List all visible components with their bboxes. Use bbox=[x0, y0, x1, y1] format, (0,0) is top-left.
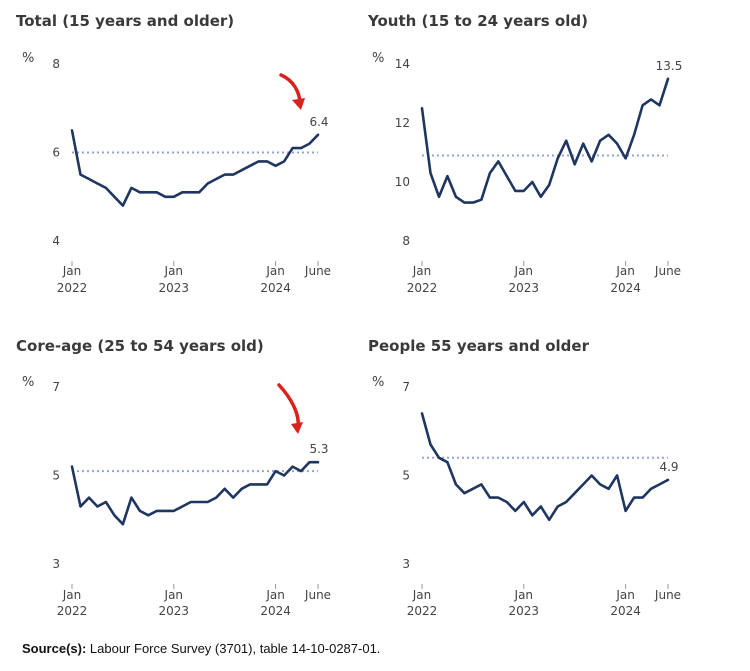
y-tick-label: 5 bbox=[52, 469, 60, 483]
y-tick-label: 5 bbox=[402, 469, 410, 483]
y-tick-label: 6 bbox=[52, 146, 60, 160]
chart-panel-4: People 55 years and older% 3 5 7 Jan 2022 Jan 2… bbox=[368, 337, 681, 618]
x-tick-year-label: 2022 bbox=[57, 604, 88, 618]
chart-panel-1: Total (15 years and older)% 4 6 8 Jan 2022 Jan… bbox=[16, 12, 331, 295]
x-tick-label: Jan bbox=[412, 264, 432, 278]
y-tick-label: 8 bbox=[52, 57, 60, 71]
last-value-label: 13.5 bbox=[656, 59, 683, 73]
series-line bbox=[420, 412, 670, 522]
x-tick-label: Jan bbox=[164, 588, 184, 602]
x-tick-year-label: 2023 bbox=[159, 281, 190, 295]
series-line bbox=[420, 77, 670, 204]
x-tick-year-label: 2024 bbox=[610, 281, 641, 295]
chart-title: Youth (15 to 24 years old) bbox=[367, 12, 588, 30]
x-tick-year-label: 2023 bbox=[159, 604, 190, 618]
y-unit-label: % bbox=[372, 375, 384, 390]
chart-title: Total (15 years and older) bbox=[16, 12, 234, 30]
last-value-label: 6.4 bbox=[309, 115, 328, 129]
chart-title: People 55 years and older bbox=[368, 337, 590, 355]
x-tick-year-label: 2023 bbox=[509, 281, 540, 295]
y-tick-label: 14 bbox=[395, 57, 410, 71]
x-tick-label: Jan bbox=[265, 588, 285, 602]
source-text: Labour Force Survey (3701), table 14-10-… bbox=[86, 641, 381, 656]
x-tick-label: Jan bbox=[265, 264, 285, 278]
x-tick-label: Jan bbox=[412, 588, 432, 602]
source-label: Source(s): bbox=[22, 641, 87, 656]
y-tick-label: 10 bbox=[395, 175, 410, 189]
y-tick-label: 7 bbox=[402, 380, 410, 394]
x-tick-label: Jan bbox=[615, 264, 635, 278]
y-unit-label: % bbox=[372, 51, 384, 66]
last-value-label: 5.3 bbox=[309, 442, 328, 456]
x-tick-year-label: 2024 bbox=[260, 604, 291, 618]
x-tick-label: June bbox=[304, 264, 331, 278]
x-tick-label: Jan bbox=[62, 588, 82, 602]
y-tick-label: 4 bbox=[52, 234, 60, 248]
chart-panel-2: Youth (15 to 24 years old)% 8 10 12 14 Jan 202… bbox=[367, 12, 682, 295]
x-tick-label: Jan bbox=[615, 588, 635, 602]
last-value-label: 4.9 bbox=[659, 460, 678, 474]
series-line bbox=[70, 460, 320, 526]
x-tick-label: June bbox=[654, 264, 681, 278]
series-line bbox=[70, 129, 320, 207]
x-tick-year-label: 2022 bbox=[407, 604, 438, 618]
x-tick-label: Jan bbox=[514, 264, 534, 278]
y-unit-label: % bbox=[22, 375, 34, 390]
x-tick-label: June bbox=[304, 588, 331, 602]
x-tick-year-label: 2024 bbox=[260, 281, 291, 295]
red-curved-arrow-icon bbox=[279, 73, 305, 110]
x-tick-label: Jan bbox=[62, 264, 82, 278]
y-tick-label: 3 bbox=[402, 557, 410, 571]
x-tick-label: Jan bbox=[164, 264, 184, 278]
x-tick-year-label: 2022 bbox=[57, 281, 88, 295]
y-tick-label: 7 bbox=[52, 380, 60, 394]
y-unit-label: % bbox=[22, 51, 34, 66]
y-tick-label: 3 bbox=[52, 557, 60, 571]
y-tick-label: 12 bbox=[395, 116, 410, 130]
chart-title: Core-age (25 to 54 years old) bbox=[16, 337, 264, 355]
x-tick-label: Jan bbox=[514, 588, 534, 602]
x-tick-year-label: 2023 bbox=[509, 604, 540, 618]
charts-canvas: Total (15 years and older)% 4 6 8 Jan 2022 Jan… bbox=[16, 12, 682, 618]
x-tick-year-label: 2024 bbox=[610, 604, 641, 618]
chart-panel-3: Core-age (25 to 54 years old)% 3 5 7 Jan 2022… bbox=[16, 337, 331, 618]
x-tick-label: June bbox=[654, 588, 681, 602]
red-curved-arrow-icon bbox=[277, 383, 303, 434]
source-note: Source(s): Labour Force Survey (3701), t… bbox=[22, 641, 380, 656]
y-tick-label: 8 bbox=[402, 234, 410, 248]
x-tick-year-label: 2022 bbox=[407, 281, 438, 295]
